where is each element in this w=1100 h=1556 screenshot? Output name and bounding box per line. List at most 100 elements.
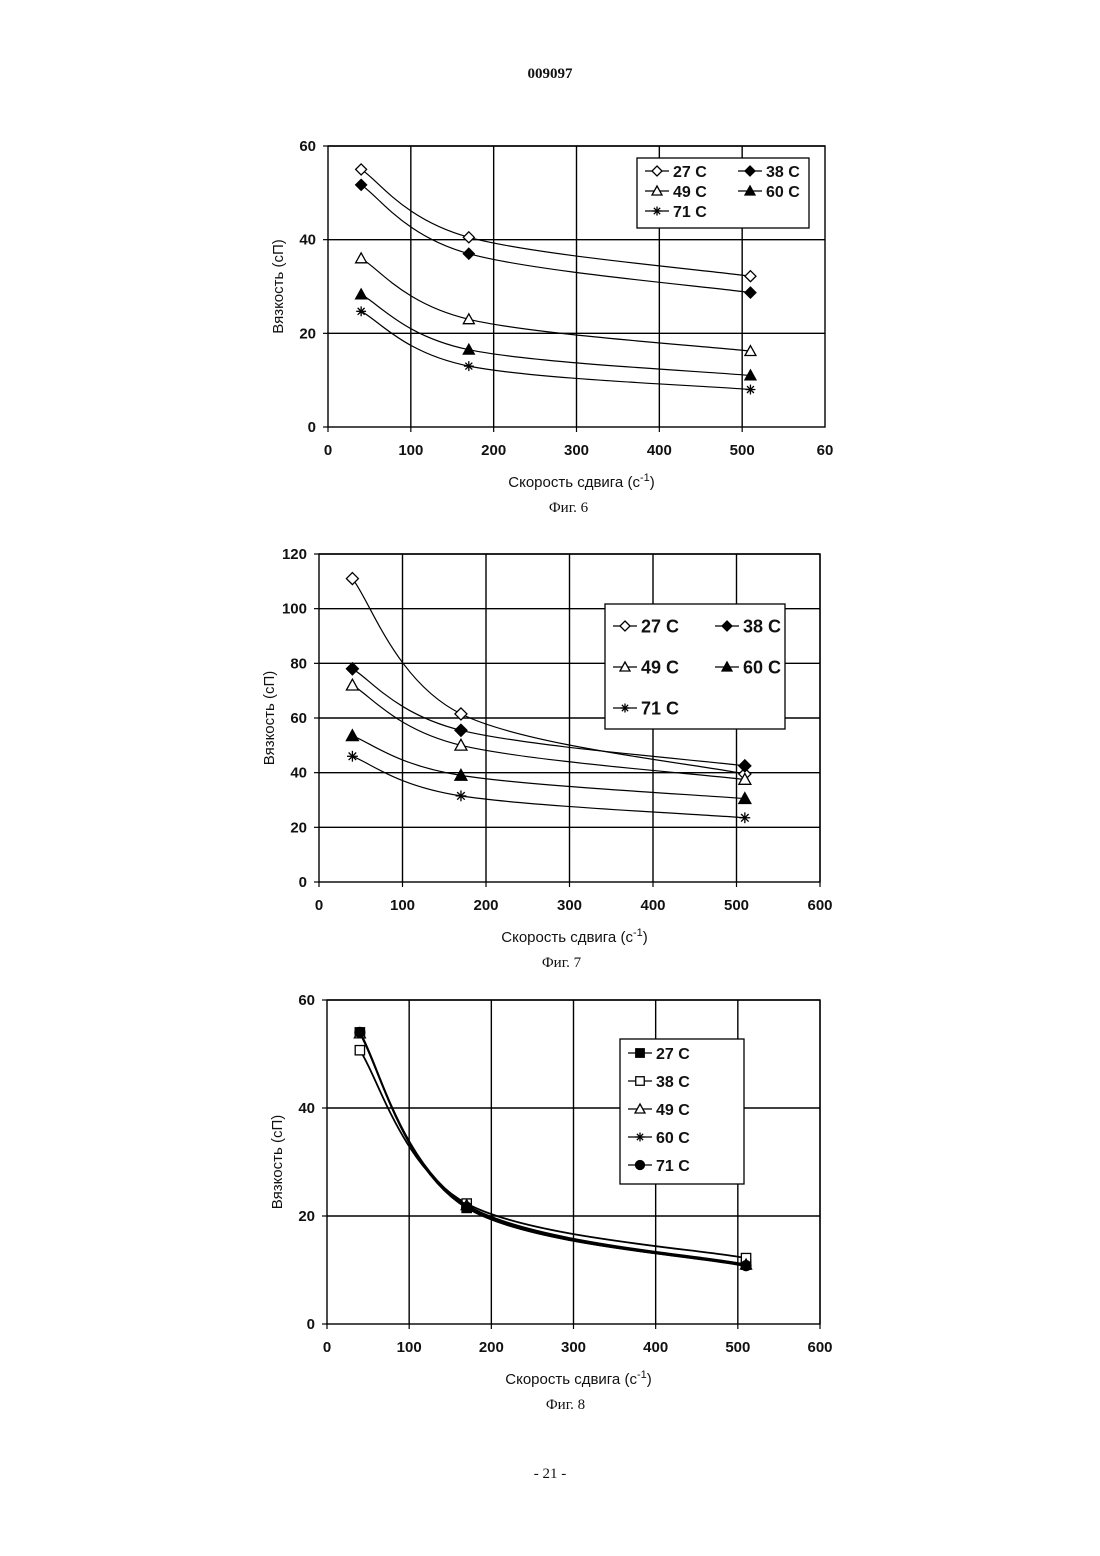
data-point — [356, 289, 367, 299]
x-tick-label: 500 — [730, 442, 755, 459]
legend-label: 38 C — [766, 164, 800, 181]
x-tick-label: 0 — [315, 897, 323, 914]
x-tick-label: 300 — [557, 897, 582, 914]
data-point — [356, 253, 367, 263]
chart-fig-7: 0 100 200 300 400 500 600 0 20 40 60 80 100 120 Вязкос… — [0, 520, 1100, 980]
series-60-c — [356, 289, 756, 380]
x-axis-title: Скорость сдвига (с-1) — [508, 472, 654, 491]
data-point — [746, 385, 756, 395]
figure-caption: Фиг. 7 — [542, 955, 582, 971]
data-point — [745, 287, 756, 298]
data-point — [347, 751, 358, 762]
legend-label: 27 C — [673, 164, 707, 181]
data-point — [741, 1261, 751, 1271]
data-point — [346, 730, 358, 741]
x-tick-label: 100 — [397, 1339, 422, 1356]
y-tick-label: 20 — [299, 325, 316, 342]
figure-caption: Фиг. 6 — [549, 500, 589, 516]
legend-label: 60 C — [743, 657, 781, 677]
data-point — [463, 232, 474, 243]
legend: 27 C38 C49 C60 C71 C — [620, 1039, 744, 1184]
chart-fig-8: 0 100 200 300 400 500 600 0 20 40 60 Вязкость (сП) С… — [0, 980, 1100, 1420]
data-point — [739, 760, 751, 772]
legend-label: 27 C — [641, 616, 679, 636]
series-line — [361, 294, 750, 375]
legend-label: 49 C — [673, 184, 707, 201]
x-tick-label: 200 — [481, 442, 506, 459]
data-point — [346, 679, 358, 690]
y-tick-label: 80 — [290, 655, 307, 672]
legend-label: 38 C — [656, 1074, 690, 1091]
x-tick-label: 600 — [807, 1339, 832, 1356]
y-tick-label: 60 — [298, 992, 315, 1009]
page-number: - 21 - — [0, 1466, 1100, 1483]
y-axis-title: Вязкость (сП) — [261, 671, 278, 766]
x-tick-label: 200 — [473, 897, 498, 914]
y-tick-label: 60 — [290, 710, 307, 727]
x-tick-label: 100 — [390, 897, 415, 914]
series-line — [361, 311, 750, 389]
legend-label: 71 C — [641, 698, 679, 718]
y-tick-label: 40 — [298, 1100, 315, 1117]
x-axis-title: Скорость сдвига (с-1) — [501, 927, 647, 946]
data-point — [464, 361, 474, 371]
data-point — [346, 663, 358, 675]
y-tick-label: 40 — [299, 232, 316, 249]
x-tick-label: 300 — [564, 442, 589, 459]
x-tick-label: 500 — [725, 1339, 750, 1356]
x-tick-label: 400 — [643, 1339, 668, 1356]
data-point — [745, 271, 756, 282]
y-tick-label: 100 — [282, 601, 307, 618]
legend-label: 60 C — [656, 1130, 690, 1147]
y-tick-label: 60 — [299, 138, 316, 155]
data-point — [355, 1046, 364, 1055]
x-tick-label: 0 — [324, 442, 332, 459]
legend-marker — [653, 207, 662, 216]
y-tick-label: 0 — [299, 874, 307, 891]
data-point — [356, 179, 367, 190]
x-axis-title: Скорость сдвига (с-1) — [505, 1369, 651, 1388]
y-tick-label: 20 — [290, 819, 307, 836]
y-tick-label: 0 — [307, 1316, 315, 1333]
series-49-c — [356, 253, 756, 356]
legend: 27 C 38 C 49 C 60 C 71 C — [605, 604, 785, 729]
x-tick-label: 400 — [647, 442, 672, 459]
y-tick-label: 0 — [308, 419, 316, 436]
y-axis-title: Вязкость (сП) — [269, 1115, 286, 1210]
x-tick-label: 300 — [561, 1339, 586, 1356]
x-tick-label: 0 — [323, 1339, 331, 1356]
data-point — [463, 248, 474, 259]
legend-label: 49 C — [641, 657, 679, 677]
x-tick-label: 600 — [807, 897, 832, 914]
legend-label: 71 C — [673, 204, 707, 221]
data-point — [355, 1027, 365, 1037]
legend-label: 38 C — [743, 616, 781, 636]
y-tick-label: 40 — [290, 765, 307, 782]
x-tick-label: 200 — [479, 1339, 504, 1356]
data-point — [455, 724, 467, 736]
data-point — [356, 306, 366, 316]
data-point — [346, 573, 358, 585]
legend-label: 60 C — [766, 184, 800, 201]
x-tick-label: 400 — [640, 897, 665, 914]
data-point — [456, 791, 467, 802]
legend-label: 71 C — [656, 1158, 690, 1175]
data-point — [462, 1202, 472, 1212]
legend-marker — [636, 1049, 645, 1058]
x-tick-label: 100 — [398, 442, 423, 459]
tick-marks — [322, 1000, 820, 1329]
series-line — [361, 258, 750, 351]
series-71-c — [356, 306, 755, 394]
data-point — [356, 164, 367, 175]
y-tick-label: 120 — [282, 546, 307, 563]
x-tick-label: 60 — [817, 442, 834, 459]
legend-marker — [636, 1077, 645, 1086]
legend: 27 C 38 C 49 C 60 C 71 C — [637, 158, 809, 228]
legend-marker — [636, 1161, 645, 1170]
series-line — [352, 756, 744, 818]
chart-fig-6: 0100200300400500600204060Вязкость (сП)Ск… — [0, 0, 1100, 520]
legend-label: 49 C — [656, 1102, 690, 1119]
gridlines — [327, 1000, 820, 1324]
x-tick-label: 500 — [724, 897, 749, 914]
y-tick-label: 20 — [298, 1208, 315, 1225]
